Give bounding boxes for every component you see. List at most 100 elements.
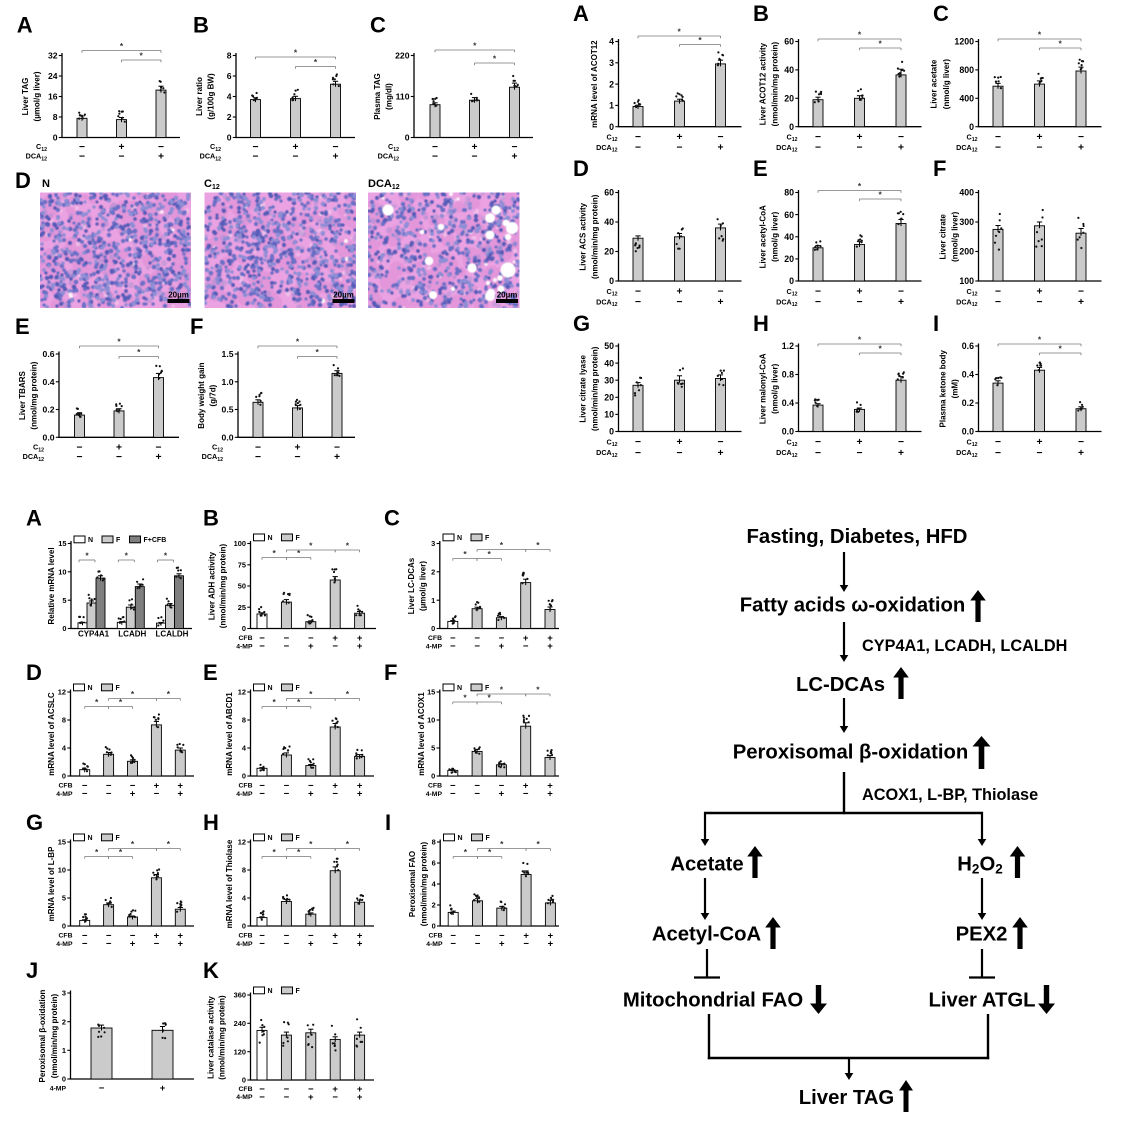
svg-text:C12: C12 — [967, 437, 978, 448]
svg-text:+: + — [547, 641, 553, 652]
svg-text:20: 20 — [784, 94, 794, 104]
svg-text:−: − — [308, 633, 314, 644]
svg-text:−: − — [154, 939, 160, 950]
svg-text:+: + — [357, 789, 363, 800]
svg-text:−: − — [815, 287, 821, 298]
svg-text:N: N — [268, 535, 273, 542]
svg-text:Mitochondrial FAO: Mitochondrial FAO — [623, 990, 803, 1012]
svg-text:1200: 1200 — [954, 37, 974, 47]
svg-text:+: + — [332, 151, 338, 162]
svg-text:mRNA level of ACOT12: mRNA level of ACOT12 — [590, 40, 599, 128]
svg-text:4: 4 — [242, 894, 247, 903]
svg-text:N: N — [88, 685, 93, 692]
svg-text:10: 10 — [58, 866, 66, 875]
svg-text:−: − — [450, 633, 456, 644]
svg-text:0: 0 — [609, 276, 614, 286]
svg-text:−: − — [1078, 437, 1084, 448]
svg-text:*: * — [500, 540, 504, 550]
svg-text:−: − — [106, 780, 112, 791]
svg-text:4: 4 — [432, 880, 437, 889]
svg-text:0: 0 — [431, 624, 435, 633]
svg-text:0.4: 0.4 — [782, 398, 794, 408]
svg-text:20: 20 — [604, 247, 614, 257]
svg-text:+: + — [1078, 143, 1084, 154]
svg-text:20: 20 — [784, 254, 794, 264]
svg-text:F: F — [933, 156, 946, 181]
svg-text:+: + — [471, 142, 477, 153]
svg-text:PEX2: PEX2 — [956, 924, 1008, 946]
svg-text:Liver ratio: Liver ratio — [195, 77, 204, 116]
svg-text:E: E — [203, 660, 218, 685]
svg-text:−: − — [99, 1083, 105, 1094]
svg-text:−: − — [259, 1092, 265, 1103]
svg-text:+: + — [1078, 448, 1084, 459]
svg-text:1: 1 — [431, 596, 435, 605]
svg-text:+: + — [676, 287, 682, 298]
svg-text:*: * — [164, 551, 168, 561]
svg-text:−: − — [1078, 287, 1084, 298]
svg-text:*: * — [493, 54, 497, 64]
svg-text:−: − — [292, 151, 298, 162]
svg-text:*: * — [488, 693, 492, 703]
svg-text:360: 360 — [234, 991, 246, 1000]
svg-text:−: − — [79, 151, 85, 162]
svg-text:+: + — [357, 1092, 363, 1103]
svg-text:(mg/dl): (mg/dl) — [385, 83, 394, 110]
svg-text:−: − — [255, 442, 261, 453]
svg-text:Acetate: Acetate — [670, 854, 743, 876]
svg-text:*: * — [167, 839, 171, 849]
svg-text:Liver malonyl-CoA: Liver malonyl-CoA — [759, 353, 768, 424]
svg-text:*: * — [488, 549, 492, 559]
svg-text:+: + — [523, 780, 529, 791]
svg-text:50: 50 — [238, 582, 246, 591]
svg-text:+: + — [292, 142, 298, 153]
svg-text:N: N — [268, 988, 273, 995]
svg-text:Acetyl-CoA: Acetyl-CoA — [652, 924, 762, 946]
svg-text:Liver TBARS: Liver TBARS — [18, 370, 27, 420]
svg-text:F: F — [116, 835, 121, 842]
svg-text:+: + — [332, 930, 338, 941]
svg-text:4-MP: 4-MP — [56, 791, 73, 798]
svg-text:G: G — [26, 810, 43, 835]
svg-text:25: 25 — [238, 603, 246, 612]
svg-text:*: * — [273, 697, 277, 707]
svg-text:4-MP: 4-MP — [426, 791, 443, 798]
svg-text:0.0: 0.0 — [962, 427, 974, 437]
svg-text:*: * — [95, 697, 99, 707]
svg-text:−: − — [474, 789, 480, 800]
svg-text:−: − — [284, 1084, 290, 1095]
svg-text:−: − — [717, 287, 723, 298]
svg-text:CFB: CFB — [428, 783, 442, 790]
svg-text:+: + — [717, 448, 723, 459]
svg-text:−: − — [308, 780, 314, 791]
svg-text:+: + — [676, 132, 682, 143]
svg-text:60: 60 — [604, 188, 614, 198]
svg-text:−: − — [471, 151, 477, 162]
svg-text:−: − — [284, 789, 290, 800]
svg-text:*: * — [316, 347, 320, 357]
svg-text:B: B — [753, 1, 769, 26]
svg-text:+: + — [511, 151, 517, 162]
svg-text:N: N — [457, 535, 462, 542]
svg-text:C12: C12 — [967, 132, 978, 143]
svg-text:*: * — [137, 347, 141, 357]
svg-text:CFB: CFB — [239, 1086, 253, 1093]
svg-text:240: 240 — [234, 1019, 246, 1028]
svg-text:Liver acetate: Liver acetate — [930, 59, 939, 108]
svg-text:8: 8 — [242, 866, 246, 875]
svg-text:C: C — [370, 13, 386, 38]
svg-text:Fatty acids ω-oxidation: Fatty acids ω-oxidation — [740, 595, 966, 617]
svg-text:*: * — [297, 548, 301, 558]
svg-text:−: − — [82, 930, 88, 941]
svg-text:−: − — [995, 287, 1001, 298]
svg-text:F: F — [296, 685, 301, 692]
svg-text:−: − — [474, 780, 480, 791]
svg-text:+: + — [116, 442, 122, 453]
svg-text:+: + — [118, 142, 124, 153]
svg-text:−: − — [523, 641, 529, 652]
svg-text:*: * — [273, 548, 277, 558]
svg-text:*: * — [858, 335, 862, 345]
svg-text:C12: C12 — [967, 287, 978, 298]
svg-text:75: 75 — [238, 560, 246, 569]
svg-text:Liver ADH activity: Liver ADH activity — [208, 551, 217, 620]
